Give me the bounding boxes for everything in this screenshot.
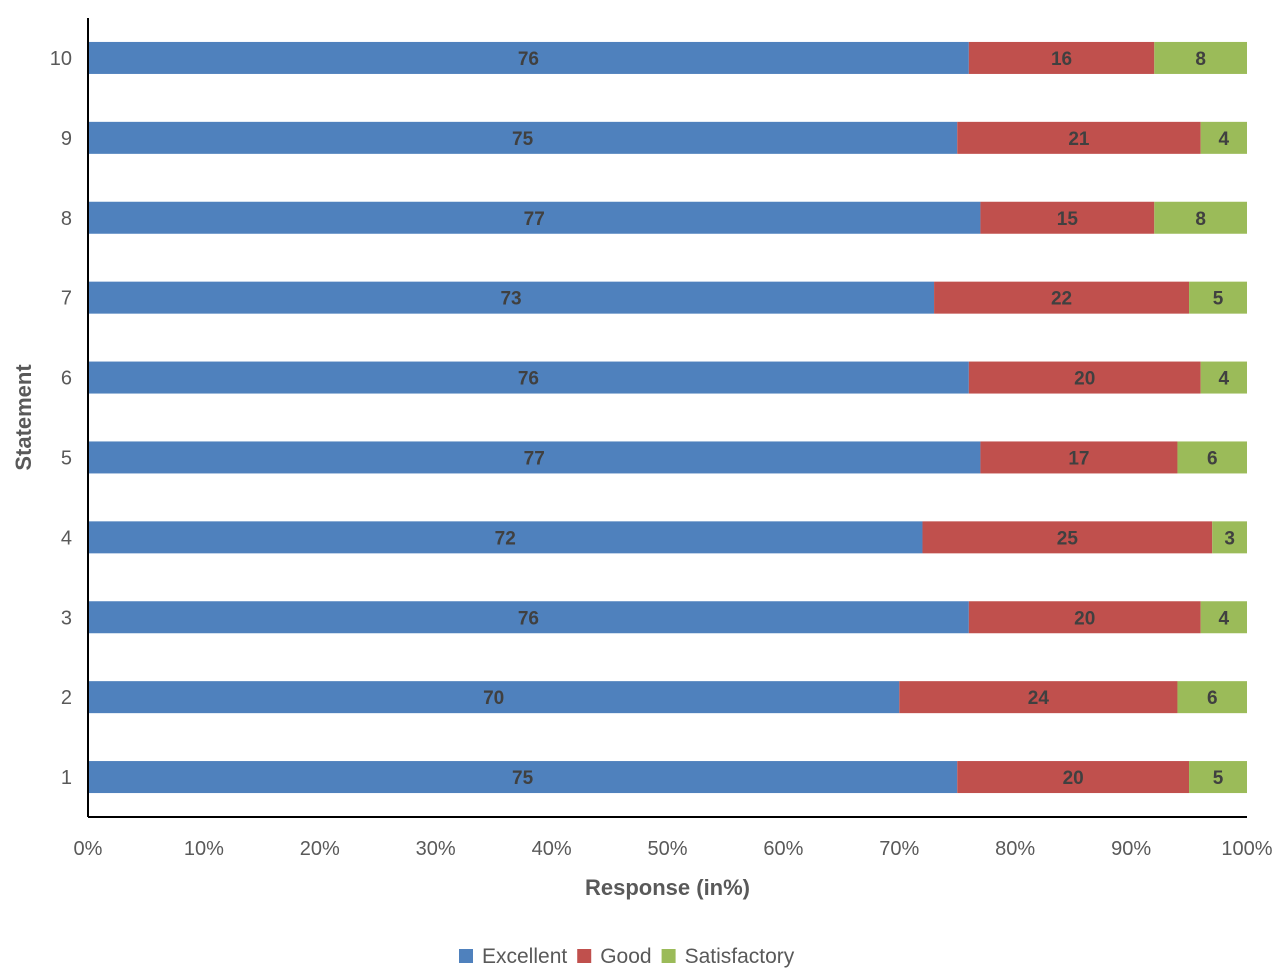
legend: Excellent Good Satisfactory (459, 945, 795, 968)
x-tick-label-90: 90% (1111, 838, 1151, 860)
legend-label-satisfactory: Satisfactory (685, 945, 795, 968)
bar-segment-satisfactory-statement-5 (1177, 441, 1247, 474)
data-labels-layer: 75 20 5 70 24 6 76 20 4 72 25 3 77 17 6 76 20 4 73 22 5 77 15 8… (483, 49, 1235, 789)
data-label-good-statement-3: 20 (1074, 608, 1095, 629)
y-tick-labels: 1 2 3 4 5 6 7 8 9 10 (50, 48, 72, 789)
data-label-excellent-statement-10: 76 (518, 49, 539, 70)
bar-segment-excellent-statement-1 (88, 761, 958, 794)
y-tick-label-3: 3 (61, 607, 72, 629)
data-label-satisfactory-statement-9: 4 (1219, 129, 1230, 150)
x-tick-labels: 0% 10% 20% 30% 40% 50% 60% 70% 80% 90% 100% (74, 838, 1273, 860)
bar-segment-satisfactory-statement-10 (1154, 41, 1247, 74)
y-tick-label-2: 2 (61, 687, 72, 709)
x-tick-label-80: 80% (995, 838, 1035, 860)
data-label-excellent-statement-1: 75 (512, 768, 534, 789)
data-label-good-statement-6: 20 (1074, 369, 1095, 390)
bar-segment-good-statement-7 (934, 281, 1190, 314)
bar-segment-excellent-statement-10 (88, 41, 969, 74)
bar-segment-satisfactory-statement-9 (1200, 121, 1247, 154)
data-label-good-statement-8: 15 (1057, 209, 1079, 230)
y-tick-label-10: 10 (50, 48, 72, 70)
x-tick-label-70: 70% (879, 838, 919, 860)
bar-segment-satisfactory-statement-8 (1154, 201, 1247, 234)
bar-segment-satisfactory-statement-2 (1177, 681, 1247, 714)
bar-segment-excellent-statement-2 (88, 681, 900, 714)
x-axis-title: Response (in%) (585, 875, 750, 900)
y-tick-label-6: 6 (61, 368, 72, 390)
legend-label-excellent: Excellent (482, 945, 567, 968)
legend-label-good: Good (600, 945, 651, 968)
bar-segment-excellent-statement-6 (88, 361, 969, 394)
data-label-excellent-statement-5: 77 (524, 448, 545, 469)
data-label-good-statement-1: 20 (1063, 768, 1084, 789)
bar-segment-satisfactory-statement-6 (1200, 361, 1247, 394)
x-tick-label-20: 20% (300, 838, 340, 860)
x-tick-label-10: 10% (184, 838, 224, 860)
bar-segment-good-statement-3 (968, 601, 1201, 634)
bar-segment-excellent-statement-5 (88, 441, 981, 474)
bar-segment-good-statement-4 (922, 521, 1213, 554)
legend-swatch-good (577, 949, 592, 963)
x-tick-label-30: 30% (416, 838, 456, 860)
x-tick-label-40: 40% (532, 838, 572, 860)
x-tick-label-100: 100% (1221, 838, 1272, 860)
data-label-excellent-statement-8: 77 (524, 209, 545, 230)
bar-segment-satisfactory-statement-7 (1189, 281, 1247, 314)
bar-segment-excellent-statement-9 (88, 121, 958, 154)
x-tick-label-60: 60% (763, 838, 803, 860)
data-label-excellent-statement-9: 75 (512, 129, 534, 150)
data-label-satisfactory-statement-8: 8 (1195, 209, 1206, 230)
bars-layer (88, 41, 1247, 794)
bar-segment-good-statement-9 (957, 121, 1201, 154)
data-label-good-statement-9: 21 (1068, 129, 1090, 150)
bar-segment-excellent-statement-7 (88, 281, 935, 314)
bar-segment-satisfactory-statement-3 (1200, 601, 1247, 634)
data-label-excellent-statement-7: 73 (500, 289, 521, 310)
y-tick-label-1: 1 (61, 767, 72, 789)
y-axis-title: Statement (11, 364, 36, 471)
data-label-good-statement-10: 16 (1051, 49, 1072, 70)
data-label-satisfactory-statement-5: 6 (1207, 448, 1218, 469)
x-tick-label-50: 50% (647, 838, 687, 860)
data-label-good-statement-2: 24 (1028, 688, 1050, 709)
y-tick-label-7: 7 (61, 288, 72, 310)
bar-segment-excellent-statement-8 (88, 201, 981, 234)
bar-segment-good-statement-2 (899, 681, 1178, 714)
bar-segment-good-statement-1 (957, 761, 1190, 794)
data-label-satisfactory-statement-6: 4 (1219, 369, 1230, 390)
bar-segment-good-statement-6 (968, 361, 1201, 394)
data-label-satisfactory-statement-2: 6 (1207, 688, 1218, 709)
data-label-satisfactory-statement-4: 3 (1224, 528, 1235, 549)
bar-segment-good-statement-10 (968, 41, 1155, 74)
legend-swatch-satisfactory (661, 949, 676, 963)
data-label-satisfactory-statement-7: 5 (1213, 289, 1224, 310)
bar-segment-excellent-statement-3 (88, 601, 969, 634)
data-label-good-statement-4: 25 (1057, 528, 1079, 549)
legend-swatch-excellent (459, 949, 473, 963)
data-label-satisfactory-statement-10: 8 (1195, 49, 1206, 70)
bar-segment-excellent-statement-4 (88, 521, 923, 554)
y-tick-label-4: 4 (61, 527, 72, 549)
y-tick-label-5: 5 (61, 447, 72, 469)
y-tick-label-9: 9 (61, 128, 72, 150)
bar-segment-satisfactory-statement-1 (1189, 761, 1247, 794)
data-label-good-statement-5: 17 (1068, 448, 1089, 469)
bar-segment-good-statement-5 (980, 441, 1178, 474)
data-label-satisfactory-statement-1: 5 (1213, 768, 1224, 789)
x-tick-label-0: 0% (74, 838, 103, 860)
data-label-excellent-statement-4: 72 (495, 528, 516, 549)
bar-segment-good-statement-8 (980, 201, 1155, 234)
data-label-good-statement-7: 22 (1051, 289, 1072, 310)
data-label-excellent-statement-6: 76 (518, 369, 539, 390)
bar-segment-satisfactory-statement-4 (1212, 521, 1247, 554)
y-tick-label-8: 8 (61, 208, 72, 230)
data-label-satisfactory-statement-3: 4 (1219, 608, 1230, 629)
data-label-excellent-statement-3: 76 (518, 608, 539, 629)
data-label-excellent-statement-2: 70 (483, 688, 504, 709)
